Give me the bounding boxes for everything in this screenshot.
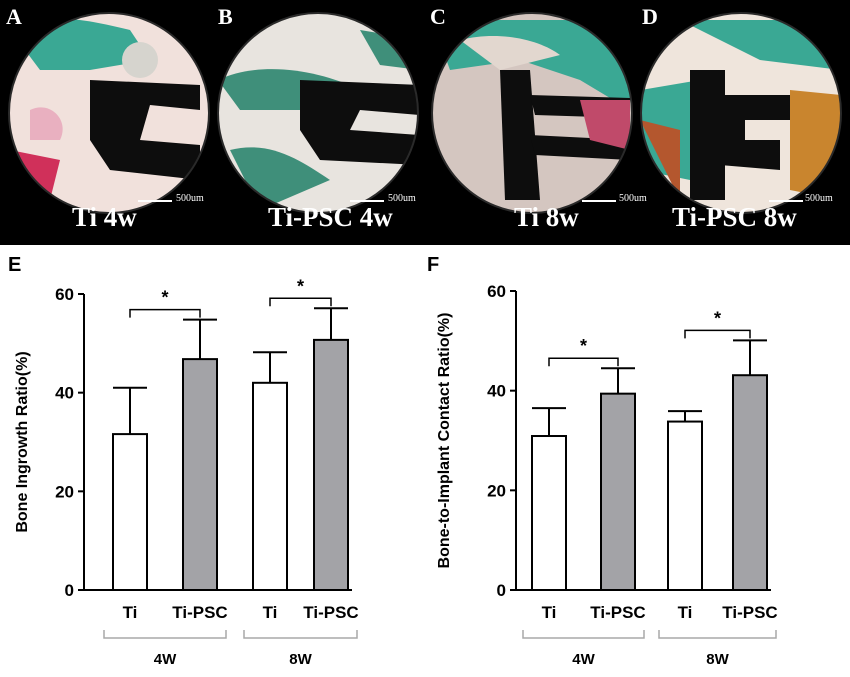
panel-caption: Ti 4w — [72, 202, 137, 232]
chart-f: F 0 20 40 60 Bone-to-Implant Contact Ratio(%… — [427, 254, 778, 668]
bar — [531, 435, 567, 591]
bar — [252, 381, 288, 591]
scale-label: 500um — [619, 193, 647, 204]
group-label: 4W — [572, 651, 595, 668]
panel-letter: C — [430, 4, 446, 29]
micrograph-c — [432, 13, 632, 213]
group-label: 8W — [289, 651, 312, 668]
significance-bracket — [129, 308, 201, 318]
y-tick-label: 60 — [487, 282, 506, 301]
panel-letter-e: E — [8, 254, 21, 276]
y-tick-label: 0 — [497, 581, 506, 600]
bar — [112, 433, 148, 591]
x-tick-label: Ti — [263, 603, 278, 622]
scale-label: 500um — [388, 193, 416, 204]
x-tick-label: Ti-PSC — [303, 603, 358, 622]
x-tick-label: Ti — [542, 603, 557, 622]
micrograph-panel-c: C Ti 8w 500um — [424, 0, 647, 245]
significance-marker: * — [297, 276, 304, 296]
x-tick-label: Ti-PSC — [722, 603, 777, 622]
bar — [667, 420, 703, 591]
group-bracket — [522, 630, 645, 639]
scale-bar — [582, 200, 616, 202]
group-label: 4W — [154, 651, 177, 668]
panel-caption: Ti 8w — [514, 202, 579, 232]
chart-e: E 0 20 40 60 Bone Ingrowth Ratio(%) Ti Ti-PSC T… — [8, 254, 359, 668]
group-bracket — [243, 630, 358, 639]
y-tick-label: 40 — [487, 382, 506, 401]
plot-area: 0 20 40 60 Bone Ingrowth Ratio(%) Ti Ti-PSC Ti T… — [14, 276, 359, 668]
panel-letter-f: F — [427, 254, 439, 276]
y-tick-label: 20 — [487, 481, 506, 500]
panel-letter: A — [6, 4, 22, 29]
bar — [600, 392, 636, 591]
plot-area: 0 20 40 60 Bone-to-Implant Contact Ratio(%) T… — [436, 282, 778, 668]
micrograph-panel-a: A Ti 4w 500um — [0, 0, 212, 245]
bar — [182, 358, 218, 592]
micrograph-d — [641, 13, 841, 213]
micrograph-panel-b: B Ti-PSC 4w 500um — [212, 0, 424, 245]
panel-letter: B — [218, 4, 233, 29]
scale-bar — [769, 200, 803, 202]
panel-letter: D — [642, 4, 658, 29]
scale-label: 500um — [176, 193, 204, 204]
x-tick-label: Ti — [123, 603, 138, 622]
y-tick-label: 40 — [55, 384, 74, 403]
y-axis-label: Bone Ingrowth Ratio(%) — [14, 351, 31, 532]
bar — [313, 338, 349, 591]
significance-marker: * — [161, 288, 168, 308]
x-tick-label: Ti-PSC — [172, 603, 227, 622]
panel-caption: Ti-PSC 4w — [268, 202, 393, 232]
micrograph-strip: A Ti 4w 500um B Ti-PSC 4w 500um C Ti 8w … — [0, 0, 850, 245]
y-tick-label: 20 — [55, 482, 74, 501]
y-tick-label: 60 — [55, 285, 74, 304]
panel-caption: Ti-PSC 8w — [672, 202, 797, 232]
significance-bracket — [548, 357, 619, 367]
x-tick-label: Ti — [678, 603, 693, 622]
scale-label: 500um — [805, 193, 833, 204]
scale-bar — [350, 200, 384, 202]
group-label: 8W — [706, 651, 729, 668]
micrograph-images — [8, 12, 842, 214]
micrograph-panel-d: D Ti-PSC 8w 500um — [636, 0, 848, 245]
group-bracket — [658, 630, 777, 639]
significance-marker: * — [580, 336, 587, 356]
group-bracket — [103, 630, 227, 639]
significance-bracket — [684, 329, 751, 339]
y-axis-label: Bone-to-Implant Contact Ratio(%) — [436, 313, 453, 569]
significance-bracket — [269, 297, 332, 307]
x-tick-label: Ti-PSC — [590, 603, 645, 622]
y-tick-label: 0 — [65, 581, 74, 600]
bar — [732, 374, 768, 591]
scale-bar — [138, 200, 172, 202]
significance-marker: * — [714, 308, 721, 328]
